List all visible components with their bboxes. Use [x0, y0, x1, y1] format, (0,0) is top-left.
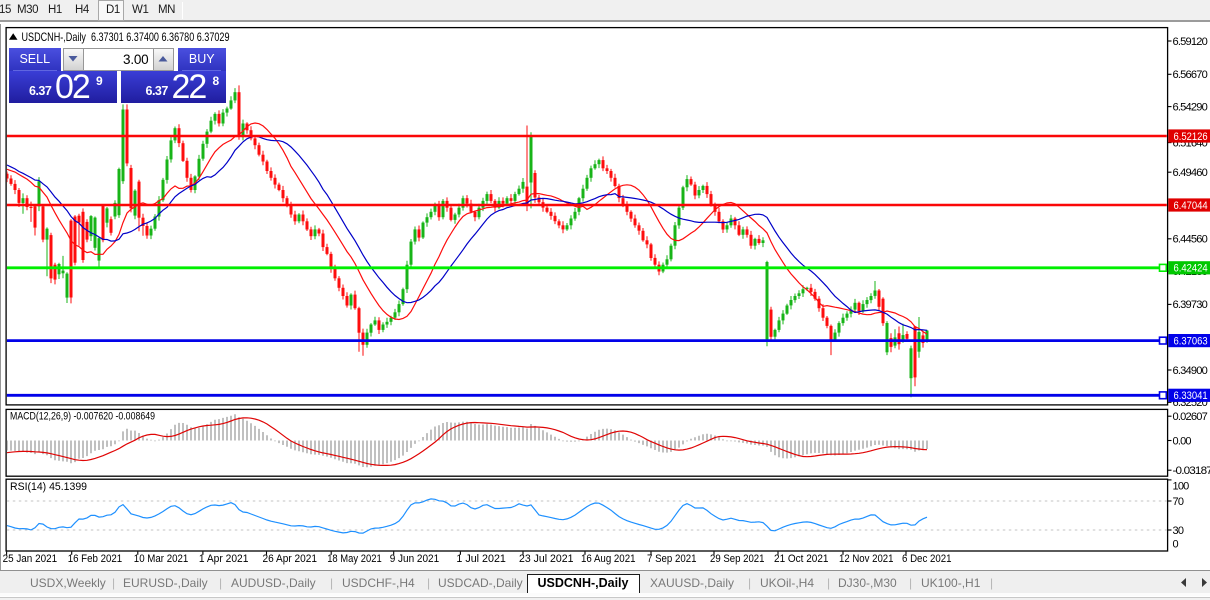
svg-text:6.47044: 6.47044 — [1174, 200, 1208, 212]
svg-text:MACD(12,26,9) -0.007620 -0.008: MACD(12,26,9) -0.007620 -0.008649 — [10, 411, 155, 423]
svg-text:6.34900: 6.34900 — [1173, 365, 1208, 377]
svg-text:26 Apr 2021: 26 Apr 2021 — [263, 553, 318, 565]
svg-text:23 Jul 2021: 23 Jul 2021 — [519, 553, 574, 565]
svg-text:16 Aug 2021: 16 Aug 2021 — [581, 553, 636, 565]
svg-text:0: 0 — [1173, 539, 1179, 551]
svg-text:0.02607: 0.02607 — [1173, 411, 1208, 423]
svg-text:18 May 2021: 18 May 2021 — [327, 553, 382, 565]
svg-text:1 Jul 2021: 1 Jul 2021 — [456, 553, 506, 565]
svg-text:-0.03187: -0.03187 — [1173, 465, 1210, 477]
svg-text:6.59120: 6.59120 — [1173, 36, 1208, 48]
svg-text:25 Jan 2021: 25 Jan 2021 — [3, 553, 58, 565]
svg-text:1 Apr 2021: 1 Apr 2021 — [199, 553, 249, 565]
svg-text:6.37063: 6.37063 — [1174, 336, 1208, 348]
svg-text:70: 70 — [1173, 496, 1184, 508]
svg-text:6.52126: 6.52126 — [1174, 131, 1208, 143]
svg-text:100: 100 — [1173, 481, 1190, 493]
svg-text:6.42424: 6.42424 — [1174, 263, 1208, 275]
svg-text:7 Sep 2021: 7 Sep 2021 — [647, 553, 697, 565]
svg-text:10 Mar 2021: 10 Mar 2021 — [134, 553, 189, 565]
svg-text:6.33041: 6.33041 — [1174, 390, 1208, 402]
svg-text:6.44560: 6.44560 — [1173, 234, 1208, 246]
svg-text:6.54290: 6.54290 — [1173, 101, 1208, 113]
svg-text:29 Sep 2021: 29 Sep 2021 — [710, 553, 765, 565]
svg-text:9 Jun 2021: 9 Jun 2021 — [390, 553, 440, 565]
svg-text:16 Feb 2021: 16 Feb 2021 — [68, 553, 123, 565]
svg-text:21 Oct 2021: 21 Oct 2021 — [774, 553, 829, 565]
svg-text:USDCNH-,Daily 6.37301 6.37400: USDCNH-,Daily 6.37301 6.37400 6.36780 6.… — [22, 30, 230, 44]
svg-text:12 Nov 2021: 12 Nov 2021 — [839, 553, 894, 565]
svg-text:RSI(14) 45.1399: RSI(14) 45.1399 — [10, 481, 87, 493]
svg-text:0.00: 0.00 — [1173, 435, 1192, 447]
svg-text:6.56670: 6.56670 — [1173, 69, 1208, 81]
svg-text:6.49460: 6.49460 — [1173, 167, 1208, 179]
svg-text:6 Dec 2021: 6 Dec 2021 — [902, 553, 952, 565]
svg-text:6.39730: 6.39730 — [1173, 299, 1208, 311]
svg-text:30: 30 — [1173, 525, 1184, 537]
